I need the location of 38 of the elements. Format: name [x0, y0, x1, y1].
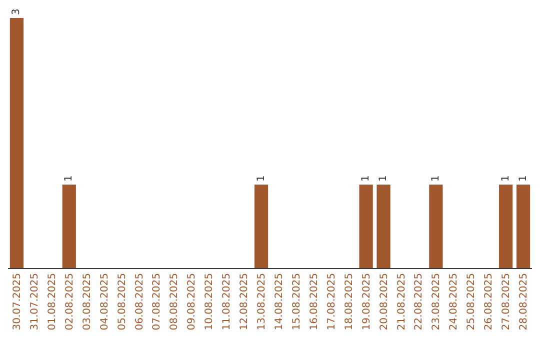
data-label: 1 — [500, 175, 512, 182]
x-tick-label: 01.08.2025 — [46, 273, 58, 330]
x-tick-label: 10.08.2025 — [204, 273, 216, 330]
x-tick-label: 11.08.2025 — [222, 273, 233, 330]
x-tick-label: 04.08.2025 — [99, 273, 110, 330]
x-tick-label: 12.08.2025 — [239, 273, 250, 330]
data-label: 1 — [256, 175, 267, 182]
x-tick-label: 02.08.2025 — [64, 273, 76, 330]
x-tick-label: 07.08.2025 — [152, 273, 163, 330]
x-tick-label: 05.08.2025 — [116, 273, 128, 330]
x-tick-label: 13.08.2025 — [256, 273, 268, 330]
x-tick-label: 21.08.2025 — [396, 273, 408, 330]
x-tick-label: 31.07.2025 — [29, 273, 40, 330]
x-tick-label: 15.08.2025 — [291, 273, 302, 330]
data-label: 1 — [64, 175, 75, 182]
data-label: 1 — [378, 175, 390, 182]
data-label: 1 — [518, 175, 529, 182]
x-tick-label: 26.08.2025 — [484, 273, 495, 330]
x-tick-label: 09.08.2025 — [186, 273, 198, 330]
x-tick-label: 08.08.2025 — [169, 273, 180, 330]
x-tick-label: 25.08.2025 — [466, 273, 478, 330]
x-tick-label: 24.08.2025 — [448, 273, 460, 330]
x-tick-label: 17.08.2025 — [326, 273, 338, 330]
x-tick-label: 03.08.2025 — [82, 273, 93, 330]
x-tick-label: 20.08.2025 — [378, 273, 390, 330]
data-label: 3 — [11, 8, 22, 15]
data-label: 1 — [360, 175, 372, 182]
x-tick-label: 16.08.2025 — [308, 273, 320, 330]
x-tick-label: 14.08.2025 — [274, 273, 285, 330]
x-tick-label: 22.08.2025 — [414, 273, 425, 330]
x-tick-label: 18.08.2025 — [344, 273, 355, 330]
x-tick-label: 19.08.2025 — [361, 273, 372, 330]
x-tick-label: 06.08.2025 — [134, 273, 146, 330]
x-tick-label: 28.08.2025 — [518, 273, 530, 330]
data-label: 1 — [430, 175, 442, 182]
x-tick-label: 23.08.2025 — [431, 273, 442, 330]
x-tick-label: 27.08.2025 — [501, 273, 512, 330]
x-tick-label: 30.07.2025 — [12, 273, 23, 330]
